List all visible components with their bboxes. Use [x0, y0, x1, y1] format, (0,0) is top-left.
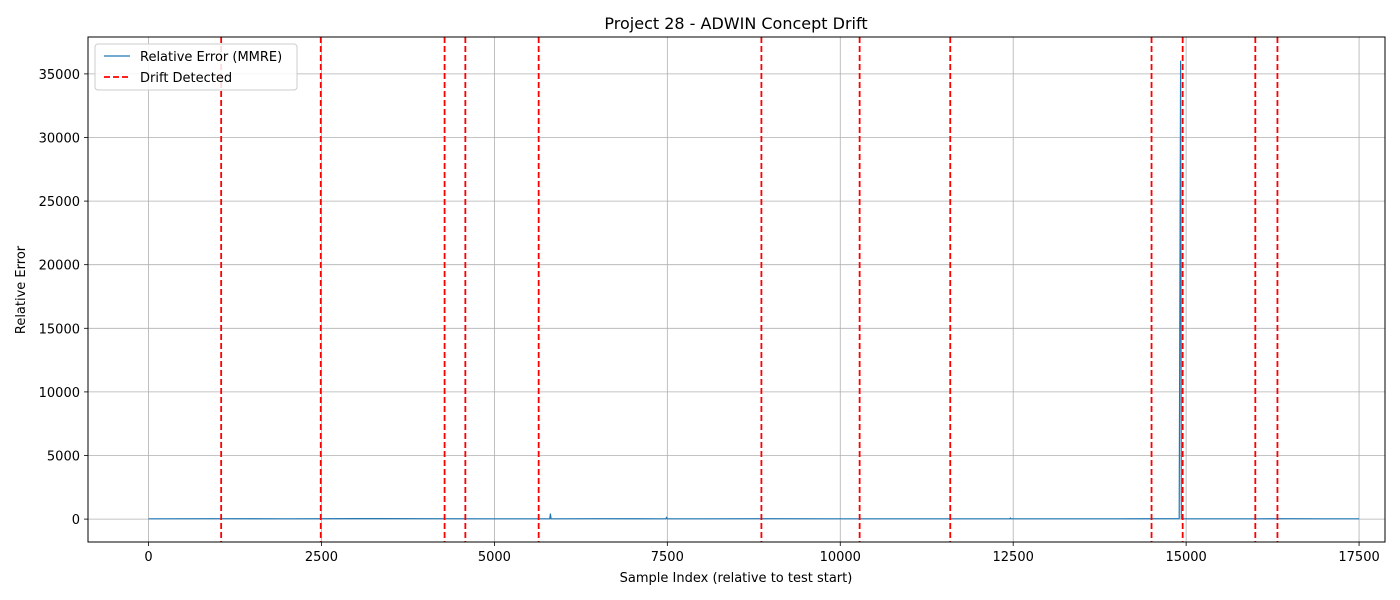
legend-label-error: Relative Error (MMRE): [140, 50, 282, 65]
y-tick-label: 20000: [39, 259, 80, 274]
drift-lines: [220, 37, 1279, 542]
y-tick-label: 15000: [39, 322, 80, 337]
y-tick-label: 35000: [39, 68, 80, 83]
y-tick-label: 30000: [39, 131, 80, 146]
legend: Relative Error (MMRE) Drift Detected: [94, 43, 298, 91]
y-tick-label: 10000: [39, 386, 80, 401]
legend-box: [94, 43, 298, 91]
x-tick-label: 10000: [820, 550, 861, 565]
x-tick-label: 5000: [478, 550, 511, 565]
y-tick-label: 0: [72, 513, 80, 528]
x-tick-label: 17500: [1338, 550, 1379, 565]
x-tick-label: 12500: [993, 550, 1034, 565]
x-tick-label: 7500: [651, 550, 684, 565]
series-line-relative-error: [148, 60, 1360, 520]
x-tick-label: 2500: [305, 550, 338, 565]
y-tick-label: 25000: [39, 195, 80, 210]
y-axis: 0 5000 10000 15000 20000 25000 30000 35000: [39, 68, 88, 528]
y-axis-label: Relative Error: [14, 245, 29, 334]
x-tick-label: 15000: [1165, 550, 1206, 565]
x-axis-label: Sample Index (relative to test start): [620, 571, 853, 586]
legend-label-drift: Drift Detected: [140, 71, 232, 86]
chart-title: Project 28 - ADWIN Concept Drift: [604, 14, 867, 33]
x-axis: 0 2500 5000 7500 10000 12500 15000 17500: [144, 542, 1380, 565]
x-tick-label: 0: [144, 550, 152, 565]
plot-frame: [87, 36, 1386, 543]
grid: [88, 37, 1385, 542]
series-layer: [148, 60, 1360, 520]
y-tick-label: 5000: [47, 450, 80, 465]
